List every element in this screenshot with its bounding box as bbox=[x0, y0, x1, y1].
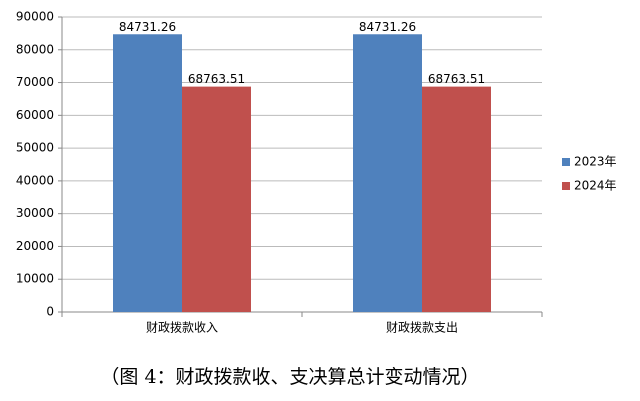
bar bbox=[113, 34, 182, 312]
bar bbox=[422, 86, 491, 313]
y-tick-label: 50000 bbox=[16, 141, 54, 155]
legend-label: 2023年 bbox=[574, 155, 617, 169]
bar bbox=[182, 86, 251, 313]
x-tick-label: 财政拨款收入 bbox=[146, 321, 218, 335]
legend-swatch bbox=[562, 182, 570, 190]
y-tick-label: 10000 bbox=[16, 272, 54, 286]
legend-swatch bbox=[562, 158, 570, 166]
y-tick-label: 70000 bbox=[16, 75, 54, 89]
legend-label: 2024年 bbox=[574, 179, 617, 193]
y-tick-label: 30000 bbox=[16, 206, 54, 220]
data-label: 84731.26 bbox=[359, 20, 416, 34]
data-label: 68763.51 bbox=[428, 72, 485, 86]
y-tick-label: 0 bbox=[46, 305, 54, 319]
x-tick-label: 财政拨款支出 bbox=[386, 321, 458, 335]
data-label: 84731.26 bbox=[119, 20, 176, 34]
y-tick-label: 60000 bbox=[16, 108, 54, 122]
y-tick-label: 90000 bbox=[16, 10, 54, 24]
data-label: 68763.51 bbox=[188, 72, 245, 86]
y-tick-label: 20000 bbox=[16, 239, 54, 253]
caption: （图 4：财政拨款收、支决算总计变动情况） bbox=[100, 366, 479, 388]
y-tick-label: 40000 bbox=[16, 173, 54, 187]
bar bbox=[353, 34, 422, 312]
y-tick-label: 80000 bbox=[16, 42, 54, 56]
